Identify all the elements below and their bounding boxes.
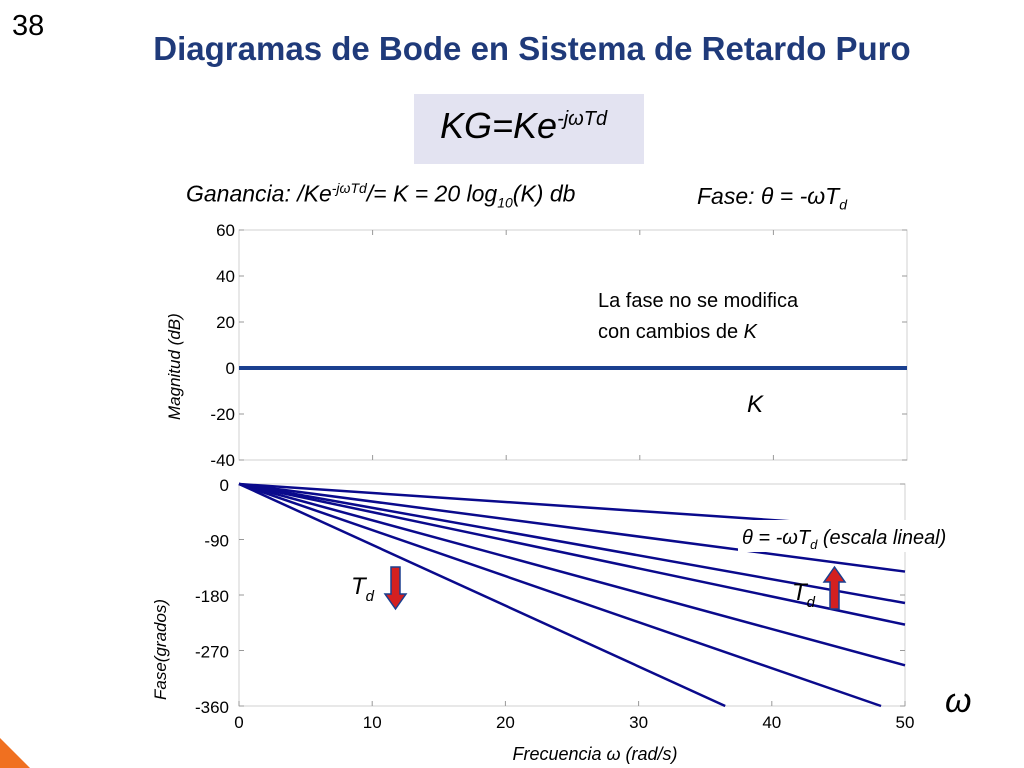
phase-prefix: Fase: θ = -ωT xyxy=(697,183,840,209)
phase-x-tick-label: 30 xyxy=(629,713,648,732)
phase-line-2 xyxy=(238,482,882,708)
transfer-function: KG=Ke-jωTd xyxy=(440,105,607,147)
phase-line-6 xyxy=(238,482,906,573)
phase-tick-label: -180 xyxy=(195,587,229,606)
note-line1: La fase no se modifica xyxy=(598,290,799,312)
phase-equation-suffix: (escala lineal) xyxy=(817,527,946,549)
phase-label: Fase: θ = -ωTd xyxy=(697,183,847,213)
annotations: θ = -ωTd (escala lineal)Td Tdω xyxy=(351,520,1006,720)
phase-ylabel: Fase(grados) xyxy=(151,599,170,700)
phase-tick-label: -270 xyxy=(195,643,229,662)
curve-label-k: K xyxy=(747,391,764,418)
td-label-left-sub: d xyxy=(366,588,375,605)
magnitude-tick-label: 60 xyxy=(216,221,235,240)
slide-number: 38 xyxy=(12,10,45,42)
phase-tick-label: 0 xyxy=(220,476,229,495)
magnitude-tick-label: -20 xyxy=(210,405,235,424)
arrow-down-icon xyxy=(383,566,408,611)
magnitude-chart: 60 40 20 0 -20 -40 Magnitud (dB) La fase no se … xyxy=(165,221,908,470)
phase-line-4 xyxy=(238,482,906,626)
phase-equation: θ = -ωTd (escala lineal) xyxy=(742,527,946,552)
magnitude-tick-label: -40 xyxy=(210,451,235,470)
phase-chart: 0 -90 -180 -270 -360 0 10 20 30 40 50 Frecuencia ω … xyxy=(151,476,914,764)
phase-x-tick-label: 40 xyxy=(762,713,781,732)
formula-base: KG=Ke xyxy=(440,105,558,146)
gain-sub: 10 xyxy=(497,194,513,211)
gain-label: Ganancia: /Ke-jωTd/= K = 20 log10(K) db xyxy=(186,180,575,210)
gain-exp: -jωTd xyxy=(331,180,367,196)
magnitude-tick-label: 0 xyxy=(226,359,235,378)
gain-suffix: (K) db xyxy=(512,180,576,207)
gain-prefix: Ganancia: /Ke xyxy=(186,180,332,207)
note-k: K xyxy=(744,321,759,343)
slide-title: Diagramas de Bode en Sistema de Retardo … xyxy=(153,30,911,67)
magnitude-tick-label: 40 xyxy=(216,267,235,286)
formula-box xyxy=(414,94,644,164)
phase-line-5 xyxy=(238,482,906,605)
arrow-up-icon xyxy=(822,565,847,610)
phase-x-tick-label: 10 xyxy=(363,713,382,732)
eq-background xyxy=(738,520,1006,552)
magnitude-ylabel: Magnitud (dB) xyxy=(165,313,184,420)
phase-line-1 xyxy=(238,482,726,708)
corner-decoration xyxy=(0,738,30,768)
phase-x-tick-label: 50 xyxy=(896,713,915,732)
magnitude-plot-area xyxy=(238,229,908,461)
phase-x-tick-label: 0 xyxy=(234,713,243,732)
phase-tick-label: -360 xyxy=(195,698,229,717)
phase-x-tick-label: 20 xyxy=(496,713,515,732)
omega-symbol: ω xyxy=(945,682,971,720)
gain-mid: /= K = 20 log xyxy=(366,180,498,207)
phase-tick-label: -90 xyxy=(204,532,229,551)
formula-exponent: -jωTd xyxy=(557,108,608,130)
magnitude-tick-label: 20 xyxy=(216,313,235,332)
note-line2: con cambios de K xyxy=(598,321,759,343)
phase-xlabel: Frecuencia ω (rad/s) xyxy=(512,744,677,764)
phase-sub: d xyxy=(839,196,848,213)
phase-line-3 xyxy=(238,482,906,667)
td-label-right-sub: d xyxy=(807,594,816,611)
phase-equation-sub: d xyxy=(810,537,818,552)
